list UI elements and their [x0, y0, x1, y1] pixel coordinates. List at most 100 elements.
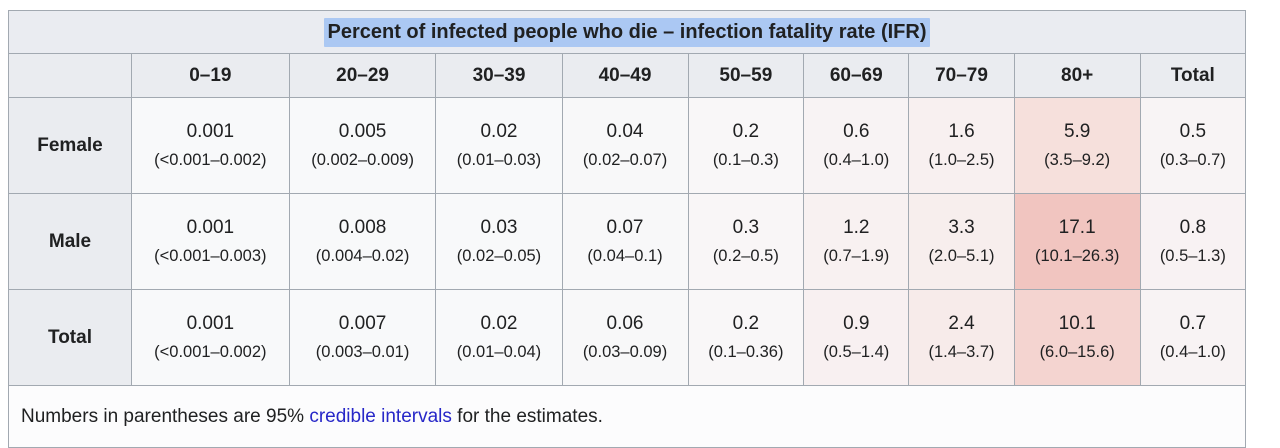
cell-male-80plus: 17.1 (10.1–26.3) — [1013, 193, 1141, 290]
cell-interval: (0.01–0.03) — [456, 151, 542, 169]
ifr-table: Percent of infected people who die – inf… — [8, 10, 1247, 448]
cell-interval: (0.7–1.9) — [823, 247, 890, 265]
caption-row: Percent of infected people who die – inf… — [8, 10, 1246, 54]
cell-female-0-19: 0.001 (<0.001–0.002) — [131, 97, 290, 194]
col-header-0-19: 0–19 — [131, 53, 290, 98]
cell-total-0-19: 0.001 (<0.001–0.002) — [131, 289, 290, 386]
cell-value: 3.3 — [948, 217, 975, 238]
cell-male-0-19: 0.001 (<0.001–0.003) — [131, 193, 290, 290]
cell-value: 0.001 — [186, 121, 235, 142]
cell-value: 0.02 — [480, 121, 518, 142]
cell-total-20-29: 0.007 (0.003–0.01) — [288, 289, 437, 386]
cell-interval: (1.4–3.7) — [928, 343, 995, 361]
cell-interval: (2.0–5.1) — [928, 247, 995, 265]
table-footnote: Numbers in parentheses are 95% credible … — [8, 385, 1246, 448]
cell-female-70-79: 1.6 (1.0–2.5) — [908, 97, 1015, 194]
cell-value: 10.1 — [1058, 313, 1096, 334]
cell-interval: (0.003–0.01) — [315, 343, 410, 361]
cell-interval: (1.0–2.5) — [928, 151, 995, 169]
cell-interval: (0.4–1.0) — [823, 151, 890, 169]
cell-value: 0.03 — [480, 217, 518, 238]
col-header-total: Total — [1139, 53, 1247, 98]
cell-interval: (0.01–0.04) — [456, 343, 542, 361]
cell-male-total: 0.8 (0.5–1.3) — [1139, 193, 1247, 290]
cell-value: 0.7 — [1179, 313, 1207, 334]
cell-total-30-39: 0.02 (0.01–0.04) — [435, 289, 563, 386]
cell-interval: (<0.001–0.002) — [154, 151, 267, 169]
cell-value: 0.005 — [338, 121, 387, 142]
cell-male-30-39: 0.03 (0.02–0.05) — [435, 193, 563, 290]
cell-value: 0.6 — [843, 121, 870, 142]
cell-value: 0.04 — [606, 121, 644, 142]
cell-value: 5.9 — [1063, 121, 1091, 142]
cell-interval: (3.5–9.2) — [1044, 151, 1111, 169]
cell-interval: (10.1–26.3) — [1034, 247, 1120, 265]
cell-female-20-29: 0.005 (0.002–0.009) — [288, 97, 437, 194]
cell-interval: (0.04–0.1) — [587, 247, 663, 265]
cell-value: 0.008 — [338, 217, 387, 238]
row-header-male: Male — [8, 193, 132, 290]
cell-interval: (0.004–0.02) — [315, 247, 410, 265]
cell-interval: (6.0–15.6) — [1039, 343, 1115, 361]
cell-value: 0.02 — [480, 313, 518, 334]
cell-value: 2.4 — [948, 313, 975, 334]
cell-total-70-79: 2.4 (1.4–3.7) — [908, 289, 1015, 386]
col-header-40-49: 40–49 — [561, 53, 689, 98]
table-row-female: Female 0.001 (<0.001–0.002) 0.005 (0.002… — [8, 97, 1247, 194]
row-header-total: Total — [8, 289, 132, 386]
cell-total-80plus: 10.1 (6.0–15.6) — [1013, 289, 1141, 386]
cell-value: 0.2 — [732, 313, 760, 334]
page-background: Percent of infected people who die – inf… — [8, 10, 1247, 448]
cell-interval: (0.02–0.07) — [582, 151, 668, 169]
cell-total-total: 0.7 (0.4–1.0) — [1139, 289, 1247, 386]
cell-interval: (0.03–0.09) — [582, 343, 668, 361]
cell-female-30-39: 0.02 (0.01–0.03) — [435, 97, 563, 194]
cell-female-40-49: 0.04 (0.02–0.07) — [561, 97, 689, 194]
cell-male-70-79: 3.3 (2.0–5.1) — [908, 193, 1015, 290]
cell-male-60-69: 1.2 (0.7–1.9) — [803, 193, 910, 290]
cell-female-80plus: 5.9 (3.5–9.2) — [1013, 97, 1141, 194]
cell-female-total: 0.5 (0.3–0.7) — [1139, 97, 1247, 194]
credible-intervals-link[interactable]: credible intervals — [309, 405, 452, 427]
cell-value: 0.3 — [732, 217, 760, 238]
footnote-text-suffix: for the estimates. — [451, 405, 603, 427]
table-row-total: Total 0.001 (<0.001–0.002) 0.007 (0.003–… — [8, 289, 1247, 386]
cell-interval: (0.3–0.7) — [1159, 151, 1226, 169]
cell-interval: (0.1–0.3) — [712, 151, 779, 169]
cell-female-60-69: 0.6 (0.4–1.0) — [803, 97, 910, 194]
col-header-60-69: 60–69 — [803, 53, 910, 98]
cell-male-50-59: 0.3 (0.2–0.5) — [687, 193, 805, 290]
table-row-male: Male 0.001 (<0.001–0.003) 0.008 (0.004–0… — [8, 193, 1247, 290]
table-title: Percent of infected people who die – inf… — [323, 17, 931, 47]
cell-value: 1.6 — [948, 121, 975, 142]
cell-total-40-49: 0.06 (0.03–0.09) — [561, 289, 689, 386]
cell-value: 0.8 — [1179, 217, 1207, 238]
cell-value: 0.001 — [186, 217, 235, 238]
cell-value: 17.1 — [1058, 217, 1096, 238]
cell-value: 0.2 — [732, 121, 760, 142]
cell-value: 0.07 — [606, 217, 644, 238]
col-header-70-79: 70–79 — [908, 53, 1015, 98]
footnote-text-prefix: Numbers in parentheses are 95% — [21, 405, 310, 427]
column-header-row: 0–19 20–29 30–39 40–49 50–59 60–69 70–79… — [8, 53, 1247, 98]
cell-interval: (0.5–1.4) — [823, 343, 890, 361]
cell-interval: (0.02–0.05) — [456, 247, 542, 265]
col-header-20-29: 20–29 — [288, 53, 437, 98]
cell-total-60-69: 0.9 (0.5–1.4) — [803, 289, 910, 386]
cell-value: 0.5 — [1179, 121, 1207, 142]
footnote-row: Numbers in parentheses are 95% credible … — [8, 385, 1246, 448]
cell-interval: (<0.001–0.003) — [154, 247, 267, 265]
cell-value: 0.06 — [606, 313, 644, 334]
cell-interval: (0.2–0.5) — [712, 247, 779, 265]
cell-total-50-59: 0.2 (0.1–0.36) — [687, 289, 805, 386]
cell-female-50-59: 0.2 (0.1–0.3) — [687, 97, 805, 194]
cell-male-20-29: 0.008 (0.004–0.02) — [288, 193, 437, 290]
col-header-30-39: 30–39 — [435, 53, 563, 98]
cell-value: 0.001 — [186, 313, 235, 334]
cell-value: 0.007 — [338, 313, 387, 334]
row-header-female: Female — [8, 97, 132, 194]
cell-interval: (<0.001–0.002) — [154, 343, 267, 361]
cell-value: 0.9 — [843, 313, 870, 334]
col-header-50-59: 50–59 — [687, 53, 805, 98]
cell-interval: (0.002–0.009) — [311, 151, 414, 169]
